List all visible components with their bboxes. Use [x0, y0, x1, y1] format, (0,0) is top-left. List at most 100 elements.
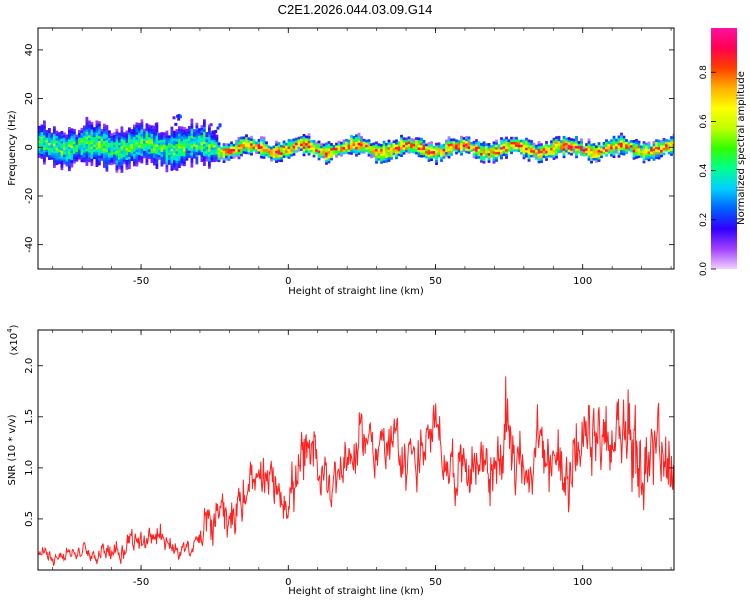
spectrogram-cell — [505, 156, 508, 159]
spectrogram-cell — [652, 148, 656, 152]
spectrogram-cell — [540, 155, 543, 159]
spectrogram-cell — [88, 122, 91, 126]
spectrogram-cell — [195, 125, 199, 128]
spectrogram-cell — [565, 149, 568, 153]
spectrogram-cell — [150, 136, 154, 139]
spectrogram-cell — [632, 149, 636, 153]
spectrogram-cell — [280, 154, 283, 158]
spectrogram-cell — [435, 159, 438, 163]
colorbar-tick-label: 0.6 — [699, 114, 709, 129]
spectrogram-cell — [397, 146, 401, 149]
spectrogram-cell — [155, 149, 159, 152]
spectrogram-cell — [580, 150, 583, 154]
spectrogram-cell — [482, 146, 486, 149]
spectrogram-cell — [590, 155, 593, 159]
spectrogram-cell — [615, 143, 618, 147]
spectrogram-cell — [53, 140, 56, 144]
spectrogram-cell — [230, 153, 233, 157]
spectrogram-cell — [612, 143, 616, 146]
spectrogram-cell — [667, 139, 671, 143]
spectrogram-cell — [420, 154, 423, 158]
spectrogram-cell — [60, 165, 64, 168]
spectrogram-cell — [380, 156, 383, 159]
spectrogram-outlier — [218, 124, 222, 128]
spectrogram-cell — [262, 148, 266, 152]
spectrogram-cell — [138, 130, 141, 134]
spectrogram-cell — [83, 149, 86, 153]
spectrogram-cell — [602, 146, 606, 150]
spectrogram-cell — [113, 156, 116, 160]
spectrogram-cell — [140, 124, 144, 127]
spectrogram-cell — [490, 147, 493, 151]
spectrogram-cell — [355, 144, 358, 147]
spectrogram-cell — [635, 155, 638, 159]
spectrogram-cell — [645, 147, 648, 151]
spectrogram-cell — [660, 149, 663, 153]
spectrogram-cell — [85, 126, 89, 130]
spectrogram-cell — [552, 137, 556, 141]
spectrogram-cell — [242, 143, 246, 147]
spectrogram-cell — [193, 129, 196, 132]
spectrogram-cell — [467, 136, 471, 140]
spectrogram-cell — [158, 147, 161, 151]
spectrogram-cell — [475, 148, 478, 152]
spectrogram-cell — [175, 141, 179, 145]
spectrogram-cell — [590, 146, 593, 149]
x-tick-label: 100 — [573, 276, 592, 287]
spectrogram-cell — [500, 142, 503, 145]
spectrogram-cell — [360, 136, 363, 139]
spectrogram-cell — [597, 142, 601, 145]
spectrogram-cell — [627, 148, 631, 152]
spectrogram-cell — [660, 142, 663, 146]
spectrogram-cell — [183, 126, 186, 130]
spectrogram-cell — [457, 142, 461, 146]
spectrogram-cell — [198, 130, 201, 134]
spectrogram-cell — [290, 144, 293, 147]
spectrogram-cell — [612, 147, 616, 151]
spectrogram-cell — [123, 142, 126, 145]
spectrogram-cell — [380, 151, 383, 155]
spectrogram-cell — [327, 158, 331, 161]
spectrogram-cell — [517, 142, 521, 145]
spectrogram-cell — [267, 150, 271, 154]
spectrogram-cell — [490, 152, 493, 156]
spectrogram-cell — [123, 161, 126, 165]
spectrogram-cell — [370, 145, 373, 149]
spectrogram-cell — [173, 167, 176, 170]
spectrogram-cell — [227, 145, 231, 149]
spectrogram-cell — [200, 134, 204, 138]
spectrogram-cell — [200, 132, 204, 136]
spectrogram-cell — [193, 143, 196, 147]
spectrogram-cell — [148, 127, 151, 130]
spectrogram-cell — [193, 155, 196, 159]
spectrogram-cell — [165, 164, 169, 168]
colorbar-ticks: 0.00.20.40.60.8 — [699, 65, 716, 276]
spectrogram-cell — [550, 142, 553, 146]
spectrogram-cell — [385, 157, 388, 161]
spectrogram-cell — [90, 121, 94, 125]
spectrogram-cell — [150, 133, 154, 137]
spectrogram-cell — [203, 148, 206, 152]
spectrogram-cell — [58, 151, 61, 155]
spectrogram-outlier — [151, 125, 155, 129]
spectrogram-cell — [387, 154, 391, 157]
spectrogram-cell — [145, 145, 149, 148]
spectrogram-cell — [407, 141, 411, 144]
spectrogram-cell — [128, 142, 131, 145]
x-tick-label: 100 — [573, 577, 592, 588]
spectrogram-cell — [168, 140, 171, 143]
spectrogram-cell — [45, 147, 49, 150]
spectrogram-cell — [215, 156, 219, 160]
spectrogram-cell — [205, 149, 209, 152]
spectrogram-cell — [382, 150, 386, 154]
spectrogram-cell — [200, 139, 204, 143]
spectrogram-cell — [55, 142, 59, 146]
y-tick-label: -40 — [24, 236, 35, 252]
spectrogram-cell — [230, 141, 233, 145]
spectrogram-cell — [68, 161, 71, 164]
spectrogram-cell — [257, 143, 261, 147]
spectrogram-cell — [68, 163, 71, 167]
spectrogram-cell — [252, 141, 256, 145]
spectrogram-cell — [73, 133, 76, 137]
spectrogram-cell — [120, 126, 124, 130]
